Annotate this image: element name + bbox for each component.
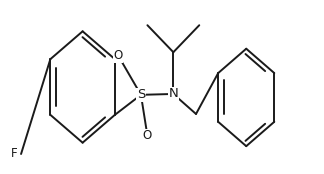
Text: O: O bbox=[143, 129, 152, 142]
Text: O: O bbox=[114, 49, 123, 62]
Text: S: S bbox=[137, 88, 145, 101]
Text: F: F bbox=[11, 148, 18, 160]
Text: N: N bbox=[168, 88, 178, 100]
